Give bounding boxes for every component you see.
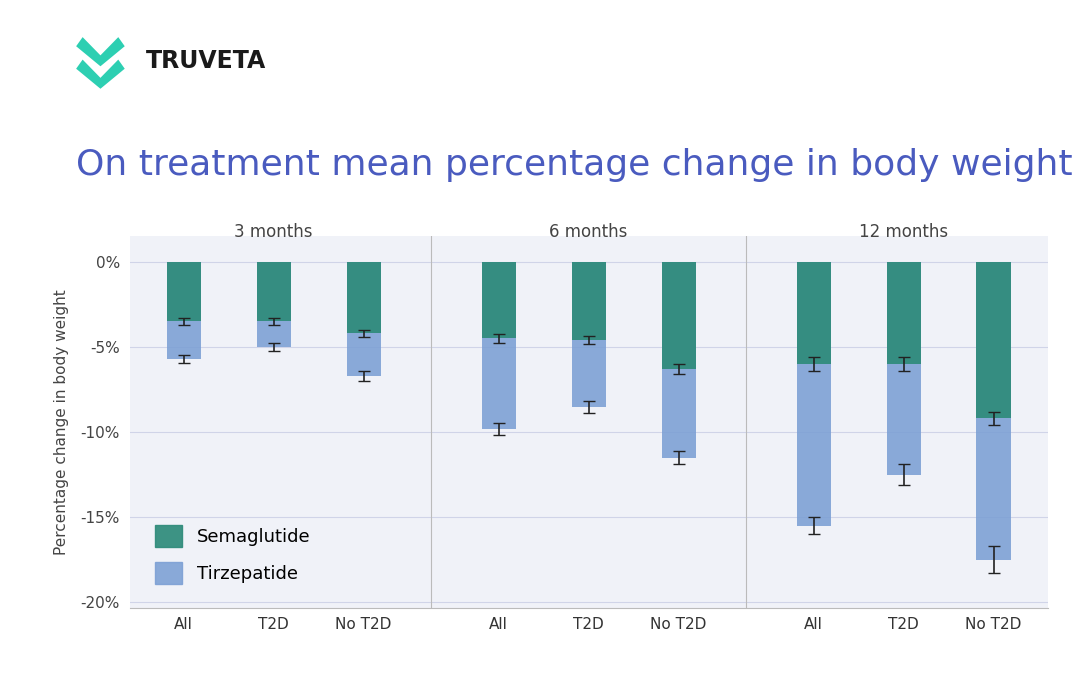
Text: 3 months: 3 months [234, 223, 313, 242]
Bar [797, 262, 831, 526]
Bar [166, 262, 201, 359]
Bar [482, 262, 516, 429]
Legend: Semaglutide, Tirzepatide: Semaglutide, Tirzepatide [148, 518, 318, 591]
Bar [661, 262, 696, 458]
Bar [976, 262, 1011, 418]
Bar [571, 262, 606, 406]
Bar [166, 262, 201, 321]
Bar [797, 262, 831, 364]
Bar [887, 262, 921, 364]
Bar [482, 262, 516, 338]
Text: On treatment mean percentage change in body weight: On treatment mean percentage change in b… [76, 148, 1072, 182]
Y-axis label: Percentage change in body weight: Percentage change in body weight [54, 289, 69, 555]
Text: TRUVETA: TRUVETA [146, 49, 266, 73]
Text: 12 months: 12 months [859, 223, 948, 242]
Polygon shape [77, 59, 125, 89]
Bar [887, 262, 921, 475]
Bar [661, 262, 696, 369]
Bar [571, 262, 606, 340]
Polygon shape [77, 37, 125, 66]
Bar [347, 262, 380, 333]
Bar [257, 262, 291, 321]
Bar [257, 262, 291, 347]
Text: 6 months: 6 months [550, 223, 627, 242]
Bar [976, 262, 1011, 560]
Bar [347, 262, 380, 376]
